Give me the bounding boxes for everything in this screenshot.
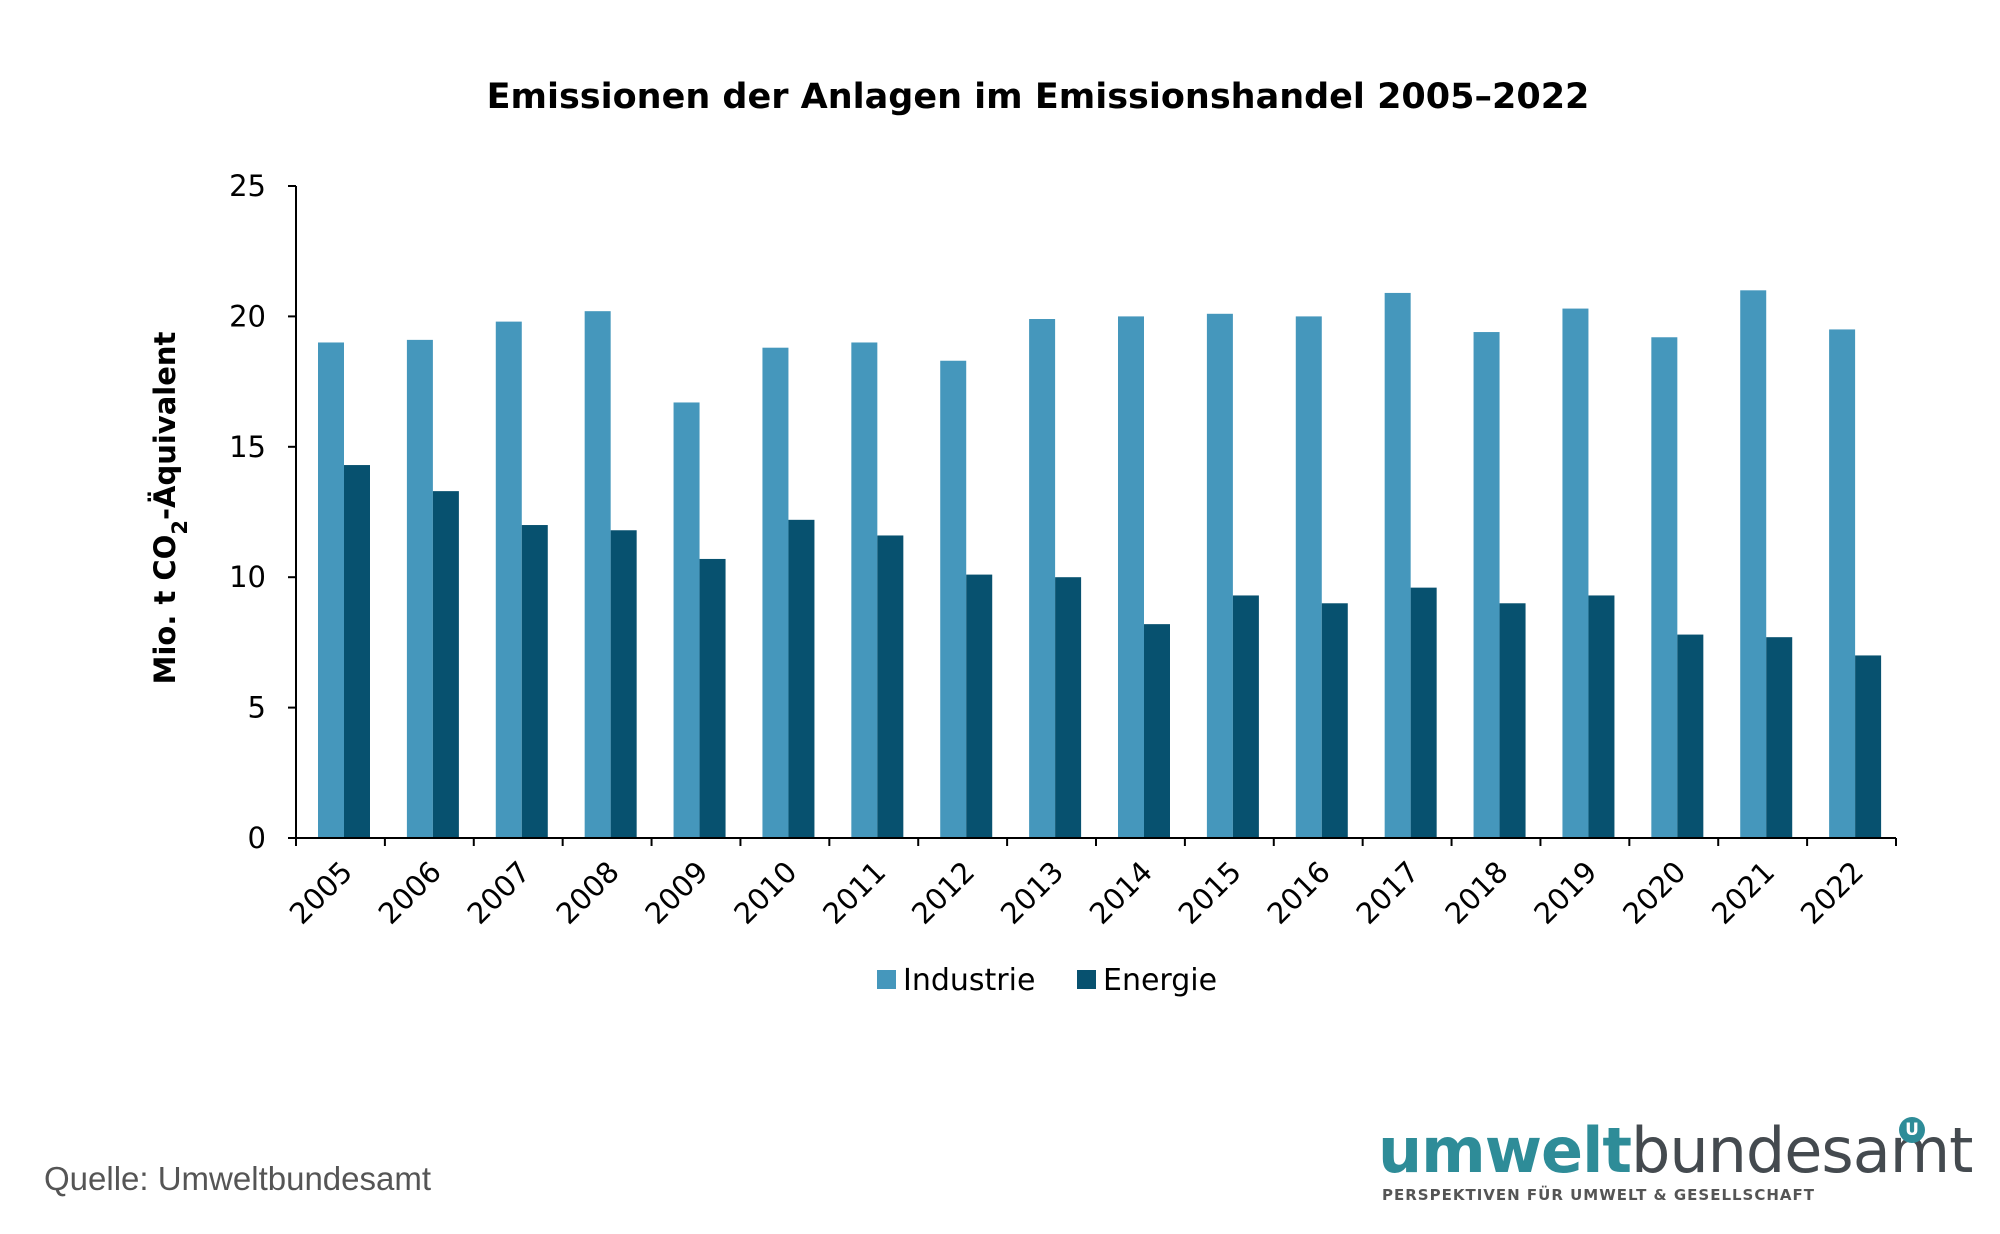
y-tick-label: 20 xyxy=(229,299,266,333)
x-tick-label: 2005 xyxy=(283,855,359,931)
bar-energie-2016 xyxy=(1321,603,1348,838)
bar-energie-2007 xyxy=(521,525,548,838)
x-tick-label: 2011 xyxy=(816,855,892,931)
x-tick-label: 2007 xyxy=(461,855,537,931)
bar-energie-2015 xyxy=(1232,595,1259,838)
x-tick-label: 2018 xyxy=(1438,855,1514,931)
source-note: Quelle: Umweltbundesamt xyxy=(44,1160,432,1197)
y-axis-label: Mio. t CO2-Äquivalent xyxy=(148,331,192,684)
bar-industrie-2006 xyxy=(406,339,433,838)
bar-industrie-2015 xyxy=(1206,313,1233,838)
bar-industrie-2017 xyxy=(1384,292,1411,839)
umweltbundesamt-logo: umweltbundesamt U PERSPEKTIVEN FÜR UMWEL… xyxy=(1378,1114,1973,1204)
bar-energie-2012 xyxy=(966,574,993,838)
x-tick-label: 2009 xyxy=(638,855,714,931)
legend-label-industrie: Industrie xyxy=(903,963,1035,998)
x-tick-label: 2008 xyxy=(549,855,625,931)
x-tick-label: 2017 xyxy=(1349,855,1425,931)
bar-energie-2018 xyxy=(1499,603,1526,838)
bars-group xyxy=(318,290,1882,839)
x-tick-label: 2014 xyxy=(1083,855,1159,931)
bar-industrie-2018 xyxy=(1473,332,1500,838)
bar-industrie-2020 xyxy=(1651,337,1678,838)
logo-badge-icon: U xyxy=(1899,1117,1925,1143)
y-axis: 0 5 10 15 20 25 xyxy=(229,169,296,855)
bar-energie-2020 xyxy=(1677,634,1704,838)
bar-energie-2014 xyxy=(1144,624,1170,838)
y-tick-label: 5 xyxy=(248,691,266,725)
x-axis: 2005 2006 2007 2008 2009 2010 2011 2012 2013 2014… xyxy=(283,838,1897,931)
bar-energie-2021 xyxy=(1766,637,1793,838)
legend-swatch-energie xyxy=(1077,970,1096,989)
bar-industrie-2005 xyxy=(318,342,344,838)
y-tick-label: 25 xyxy=(229,169,266,203)
x-tick-label: 2019 xyxy=(1527,855,1603,931)
bar-industrie-2010 xyxy=(762,347,789,838)
bar-energie-2009 xyxy=(699,558,726,838)
x-tick-label: 2012 xyxy=(905,855,981,931)
bar-energie-2005 xyxy=(344,465,370,838)
bar-industrie-2009 xyxy=(673,402,700,838)
logo-tagline: PERSPEKTIVEN FÜR UMWELT & GESELLSCHAFT xyxy=(1382,1186,1816,1204)
x-tick-label: 2016 xyxy=(1261,855,1337,931)
x-tick-label: 2022 xyxy=(1794,855,1870,931)
bar-industrie-2014 xyxy=(1118,316,1144,838)
legend-label-energie: Energie xyxy=(1103,963,1217,998)
legend-swatch-industrie xyxy=(877,970,896,989)
legend: Industrie Energie xyxy=(877,963,1217,998)
bar-industrie-2012 xyxy=(940,360,967,838)
bar-energie-2017 xyxy=(1410,587,1437,838)
x-tick-label: 2015 xyxy=(1172,855,1248,931)
x-tick-label: 2010 xyxy=(727,855,803,931)
bar-industrie-2011 xyxy=(851,342,878,838)
x-tick-label: 2021 xyxy=(1705,855,1781,931)
y-tick-label: 0 xyxy=(248,821,266,855)
x-tick-label: 2006 xyxy=(372,855,448,931)
bar-industrie-2008 xyxy=(584,311,611,839)
x-tick-label: 2013 xyxy=(994,855,1070,931)
bar-energie-2019 xyxy=(1588,595,1615,838)
bar-industrie-2022 xyxy=(1829,329,1856,838)
bar-energie-2011 xyxy=(877,535,904,838)
bar-industrie-2016 xyxy=(1295,316,1322,838)
bar-industrie-2021 xyxy=(1740,290,1767,838)
bar-energie-2008 xyxy=(610,530,637,838)
bar-energie-2022 xyxy=(1855,655,1882,838)
chart-title: Emissionen der Anlagen im Emissionshande… xyxy=(487,77,1590,117)
logo-wordmark: umweltbundesamt xyxy=(1378,1114,1973,1187)
x-tick-label: 2020 xyxy=(1616,855,1692,931)
bar-energie-2006 xyxy=(432,491,459,838)
bar-energie-2010 xyxy=(788,519,815,838)
bar-industrie-2019 xyxy=(1562,308,1589,838)
bar-energie-2013 xyxy=(1055,577,1082,838)
bar-industrie-2013 xyxy=(1029,319,1056,838)
y-tick-label: 10 xyxy=(229,560,266,594)
y-tick-label: 15 xyxy=(229,430,266,464)
bar-industrie-2007 xyxy=(495,321,522,839)
